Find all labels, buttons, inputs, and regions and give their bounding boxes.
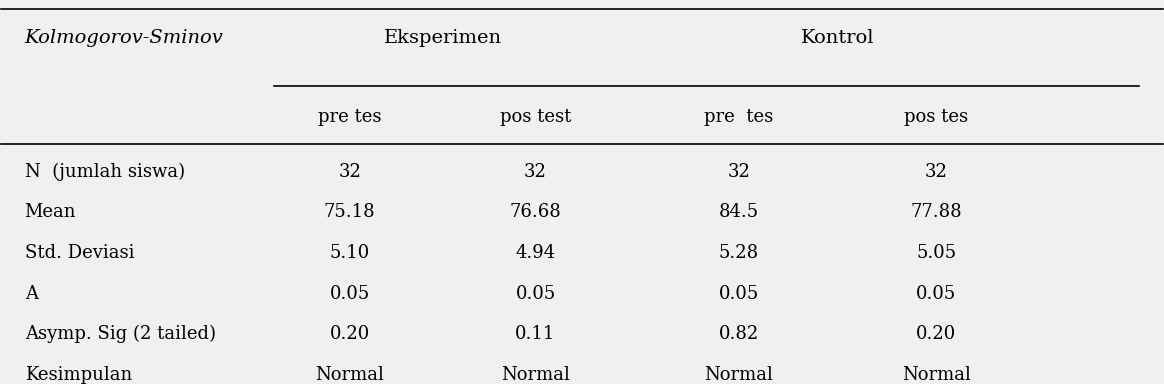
Text: pre tes: pre tes xyxy=(318,108,382,126)
Text: pos tes: pos tes xyxy=(904,108,968,126)
Text: Asymp. Sig (2 tailed): Asymp. Sig (2 tailed) xyxy=(24,325,215,343)
Text: 0.20: 0.20 xyxy=(329,325,370,343)
Text: 0.05: 0.05 xyxy=(916,285,957,303)
Text: 76.68: 76.68 xyxy=(510,203,561,221)
Text: 32: 32 xyxy=(524,162,547,180)
Text: Normal: Normal xyxy=(704,366,773,384)
Text: 0.11: 0.11 xyxy=(516,325,555,343)
Text: 5.10: 5.10 xyxy=(329,244,370,262)
Text: 0.05: 0.05 xyxy=(329,285,370,303)
Text: 32: 32 xyxy=(339,162,361,180)
Text: 0.05: 0.05 xyxy=(516,285,555,303)
Text: N  (jumlah siswa): N (jumlah siswa) xyxy=(24,162,185,181)
Text: 0.20: 0.20 xyxy=(916,325,957,343)
Text: 5.05: 5.05 xyxy=(916,244,957,262)
Text: 4.94: 4.94 xyxy=(516,244,555,262)
Text: Kontrol: Kontrol xyxy=(801,28,874,46)
Text: 75.18: 75.18 xyxy=(324,203,376,221)
Text: 32: 32 xyxy=(924,162,947,180)
Text: pos test: pos test xyxy=(499,108,572,126)
Text: Kolmogorov-Sminov: Kolmogorov-Sminov xyxy=(24,28,223,46)
Text: 84.5: 84.5 xyxy=(718,203,759,221)
Text: 32: 32 xyxy=(728,162,751,180)
Text: A: A xyxy=(24,285,37,303)
Text: Mean: Mean xyxy=(24,203,76,221)
Text: Std. Deviasi: Std. Deviasi xyxy=(24,244,134,262)
Text: Normal: Normal xyxy=(315,366,384,384)
Text: Normal: Normal xyxy=(902,366,971,384)
Text: Kesimpulan: Kesimpulan xyxy=(24,366,132,384)
Text: Normal: Normal xyxy=(502,366,570,384)
Text: 0.05: 0.05 xyxy=(718,285,759,303)
Text: 0.82: 0.82 xyxy=(718,325,759,343)
Text: 77.88: 77.88 xyxy=(910,203,961,221)
Text: pre  tes: pre tes xyxy=(704,108,773,126)
Text: Eksperimen: Eksperimen xyxy=(384,28,502,46)
Text: 5.28: 5.28 xyxy=(718,244,759,262)
